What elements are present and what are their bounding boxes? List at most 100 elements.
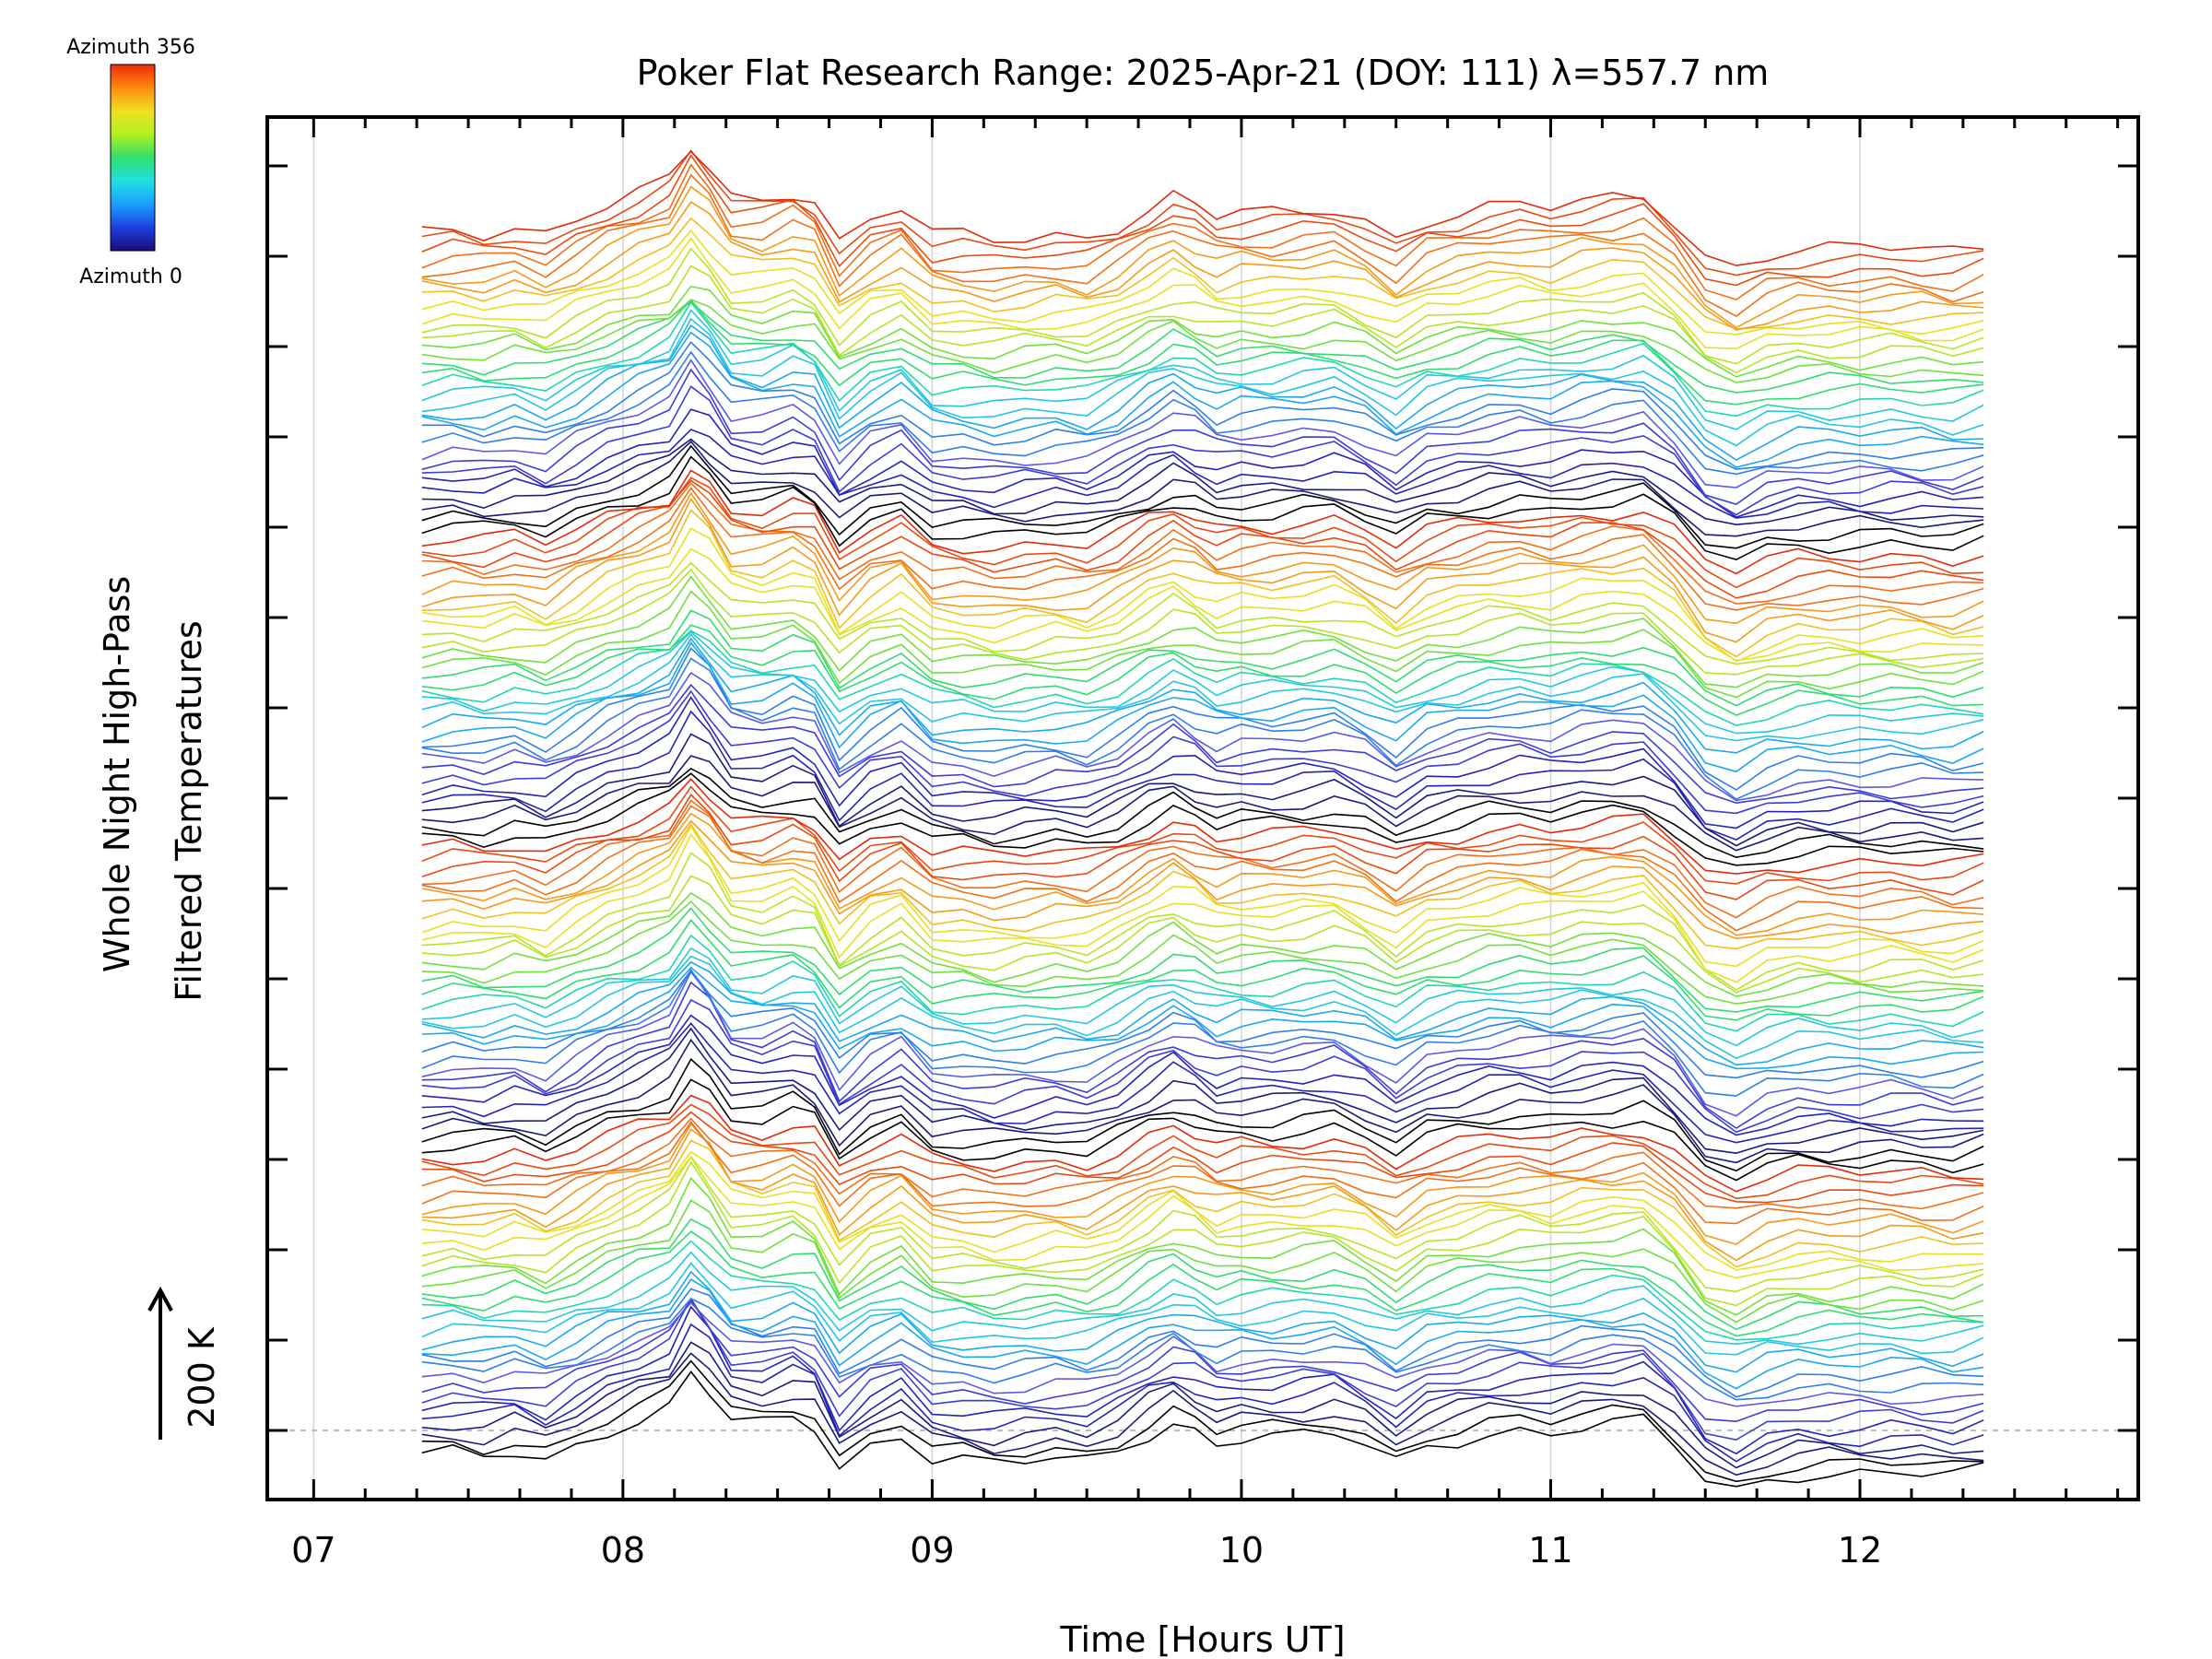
series-line [421, 229, 1984, 335]
series-line [421, 1359, 1984, 1483]
series-line [421, 300, 1984, 394]
series-line [421, 1027, 1984, 1155]
series-line [421, 265, 1984, 374]
series-line [421, 438, 1984, 526]
series-line [421, 641, 1984, 773]
series-line [421, 154, 1984, 287]
y-axis [267, 164, 2138, 1432]
series-line [421, 1341, 1984, 1469]
plot-frame [265, 115, 2140, 1501]
series-line [421, 710, 1984, 841]
series-line [421, 561, 1984, 665]
series-line [421, 955, 1984, 1060]
series-line [421, 823, 1984, 950]
series-line [421, 966, 1984, 1070]
scale-arrowhead-icon [147, 1286, 173, 1312]
colorbar-top-label: Azimuth 356 [66, 36, 195, 59]
series-line [421, 934, 1984, 1032]
series-line [421, 629, 1984, 726]
series-line [421, 340, 1984, 470]
series-line [421, 968, 1984, 1097]
series-line [421, 671, 1984, 802]
series-line [421, 733, 1984, 847]
series-line [421, 590, 1984, 699]
colorbar-bottom-label: Azimuth 0 [79, 265, 182, 288]
x-tick-label: 09 [910, 1530, 954, 1571]
series-line [421, 185, 1984, 329]
series-line [421, 201, 1984, 331]
series-line [421, 998, 1984, 1134]
series-line [421, 309, 1984, 430]
series-line [421, 1078, 1984, 1182]
series-line [421, 482, 1984, 605]
series-line [421, 683, 1984, 805]
series-group [421, 149, 1984, 1488]
series-line [421, 825, 1984, 968]
series-line [421, 350, 1984, 476]
series-line [421, 1240, 1984, 1341]
series-line [421, 497, 1984, 643]
series-line [421, 324, 1984, 462]
series-line [421, 900, 1984, 1005]
series-line [421, 1305, 1984, 1455]
series-line [421, 491, 1984, 625]
series-line [421, 1251, 1984, 1346]
series-line [421, 1155, 1984, 1293]
series-line [421, 767, 1984, 859]
series-line [421, 331, 1984, 468]
series-line [421, 637, 1984, 754]
series-line [421, 163, 1984, 300]
x-tick-label: 10 [1219, 1530, 1264, 1571]
series-line [421, 1262, 1984, 1356]
series-line [421, 875, 1984, 994]
series-line [421, 633, 1984, 742]
series-line [421, 1176, 1984, 1316]
series-line [421, 1160, 1984, 1307]
series-line [421, 778, 1984, 875]
series-line [421, 568, 1984, 676]
series-line [421, 1022, 1984, 1144]
series-line [421, 1218, 1984, 1331]
series-line [421, 1270, 1984, 1373]
series-line [421, 1299, 1984, 1423]
y-axis-label-line2: Filtered Temperatures [169, 620, 209, 1001]
series-line [421, 359, 1984, 488]
series-line [421, 150, 1984, 266]
series-line [421, 1111, 1984, 1204]
series-line [421, 1123, 1984, 1245]
series-line [421, 547, 1984, 662]
series-line [421, 1352, 1984, 1477]
series-line [421, 444, 1984, 549]
series-line [421, 317, 1984, 447]
series-line [421, 429, 1984, 519]
series-line [421, 300, 1984, 418]
x-axis-label: Time [Hours UT] [1059, 1619, 1345, 1659]
series-line [421, 785, 1984, 885]
series-line [421, 509, 1984, 658]
x-axis: 07 08 09 10 11 12 [291, 117, 2120, 1571]
series-line [421, 852, 1984, 992]
series-line [421, 1121, 1984, 1225]
series-line [421, 299, 1984, 383]
series-line [421, 799, 1984, 919]
series-line [421, 1323, 1984, 1463]
series-line [421, 1139, 1984, 1268]
x-tick-label: 11 [1528, 1530, 1572, 1571]
series-line [421, 624, 1984, 716]
series-line [421, 455, 1984, 561]
series-line [421, 247, 1984, 365]
series-line [421, 969, 1984, 1079]
series-line [421, 487, 1984, 611]
series-line [421, 1103, 1984, 1200]
series-line [421, 794, 1984, 900]
series-line [421, 1038, 1984, 1164]
series-line [421, 647, 1984, 791]
x-tick-label: 12 [1838, 1530, 1882, 1571]
series-line [421, 970, 1984, 1117]
series-line [421, 1128, 1984, 1262]
series-line [421, 918, 1984, 1021]
series-line [421, 657, 1984, 801]
series-line [421, 1301, 1984, 1407]
series-line [421, 832, 1984, 983]
